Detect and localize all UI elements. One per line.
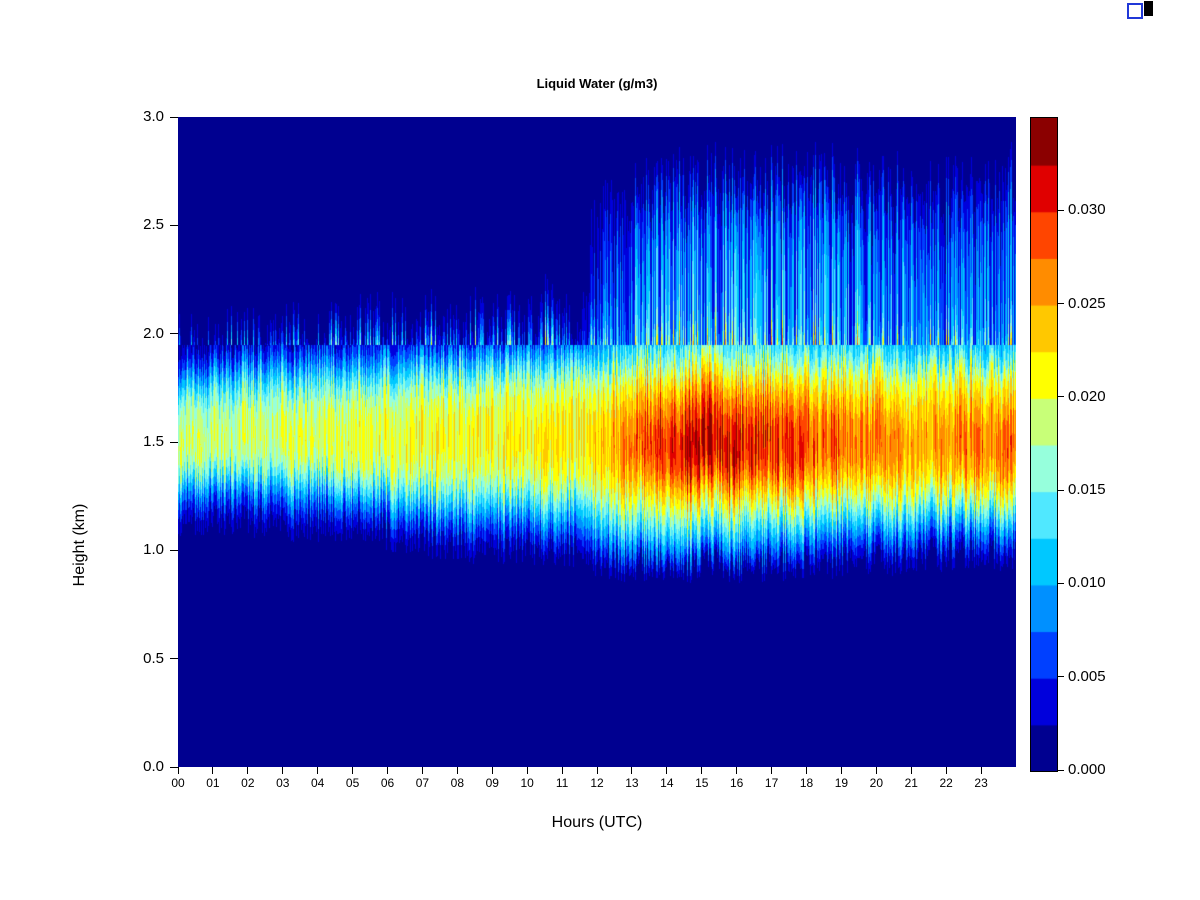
- heatmap-canvas: [178, 117, 1016, 767]
- x-tick-label: 01: [206, 776, 220, 790]
- corner-artifact-black-square: [1144, 1, 1153, 16]
- y-axis-title: Height (km): [71, 503, 88, 587]
- x-tick-mark: [177, 767, 179, 774]
- colorbar-tick-label: 0.005: [1068, 667, 1106, 685]
- corner-artifact-blue-square: [1127, 3, 1143, 19]
- x-tick-label: 09: [485, 776, 499, 790]
- x-tick-label: 03: [276, 776, 290, 790]
- x-tick-mark: [910, 767, 912, 774]
- x-tick-label: 08: [450, 776, 464, 790]
- x-tick-label: 13: [625, 776, 639, 790]
- x-tick-mark: [596, 767, 598, 774]
- y-tick-mark: [170, 549, 178, 551]
- x-tick-mark: [736, 767, 738, 774]
- x-tick-label: 12: [590, 776, 604, 790]
- x-tick-mark: [526, 767, 528, 774]
- y-tick-label: 0.0: [143, 758, 164, 775]
- colorbar-tick-mark: [1058, 303, 1064, 305]
- colorbar-tick-mark: [1058, 582, 1064, 584]
- y-tick-mark: [170, 441, 178, 443]
- colorbar-tick-mark: [1058, 676, 1064, 678]
- x-tick-label: 18: [799, 776, 814, 790]
- y-tick-label: 0.5: [143, 649, 164, 667]
- colorbar-tick-label: 0.015: [1068, 481, 1106, 499]
- y-tick-label: 1.5: [143, 433, 164, 450]
- x-tick-label: 06: [380, 776, 395, 790]
- colorbar-tick-label: 0.020: [1068, 387, 1106, 405]
- x-tick-label: 21: [904, 776, 918, 790]
- x-tick-mark: [980, 767, 982, 774]
- x-tick-label: 14: [660, 776, 674, 790]
- colorbar-tick-mark: [1058, 209, 1064, 211]
- x-tick-label: 22: [939, 776, 953, 790]
- y-tick-label: 1.0: [143, 541, 164, 559]
- x-tick-mark: [701, 767, 703, 774]
- colorbar-tick-label: 0.000: [1068, 761, 1106, 778]
- x-tick-mark: [317, 767, 319, 774]
- x-tick-label: 02: [241, 776, 255, 790]
- colorbar-tick-mark: [1058, 396, 1064, 398]
- x-axis-title: Hours (UTC): [551, 814, 643, 831]
- x-tick-mark: [282, 767, 284, 774]
- x-tick-mark: [561, 767, 563, 774]
- y-tick-label: 2.5: [143, 216, 164, 234]
- x-tick-mark: [352, 767, 354, 774]
- x-tick-mark: [456, 767, 458, 774]
- x-tick-mark: [491, 767, 493, 774]
- y-tick-mark: [170, 658, 178, 660]
- x-tick-label: 20: [869, 776, 883, 790]
- x-tick-label: 04: [310, 776, 325, 790]
- chart-title: Liquid Water (g/m3): [536, 76, 658, 91]
- x-tick-mark: [945, 767, 947, 774]
- x-tick-mark: [771, 767, 773, 774]
- x-tick-mark: [806, 767, 807, 774]
- y-tick-mark: [170, 224, 178, 226]
- y-tick-label: 2.0: [143, 324, 164, 342]
- x-tick-label: 23: [974, 776, 988, 790]
- x-tick-mark: [631, 767, 633, 774]
- colorbar-tick-label: 0.025: [1068, 294, 1106, 312]
- x-tick-label: 19: [834, 776, 849, 790]
- colorbar: [1030, 117, 1058, 772]
- colorbar-tick-label: 0.030: [1068, 201, 1106, 219]
- x-tick-mark: [666, 767, 668, 774]
- colorbar-tick-mark: [1058, 769, 1064, 771]
- colorbar-tick-mark: [1058, 489, 1064, 491]
- x-tick-label: 10: [520, 776, 534, 790]
- x-tick-label: 00: [171, 776, 185, 790]
- colorbar-tick-label: 0.010: [1068, 574, 1106, 592]
- x-tick-mark: [840, 767, 842, 774]
- x-tick-label: 15: [695, 776, 709, 790]
- x-tick-mark: [875, 767, 877, 774]
- y-tick-mark: [170, 333, 178, 335]
- x-tick-mark: [421, 767, 423, 774]
- x-tick-label: 05: [345, 776, 360, 790]
- x-tick-mark: [247, 767, 249, 774]
- x-tick-label: 17: [764, 776, 779, 790]
- y-tick-mark: [170, 116, 178, 118]
- x-tick-label: 16: [729, 776, 744, 790]
- y-tick-label: 3.0: [143, 108, 164, 125]
- x-tick-label: 07: [415, 776, 430, 790]
- x-tick-mark: [387, 767, 388, 774]
- x-tick-mark: [212, 767, 214, 774]
- y-tick-mark: [170, 766, 178, 768]
- x-tick-label: 11: [555, 776, 569, 790]
